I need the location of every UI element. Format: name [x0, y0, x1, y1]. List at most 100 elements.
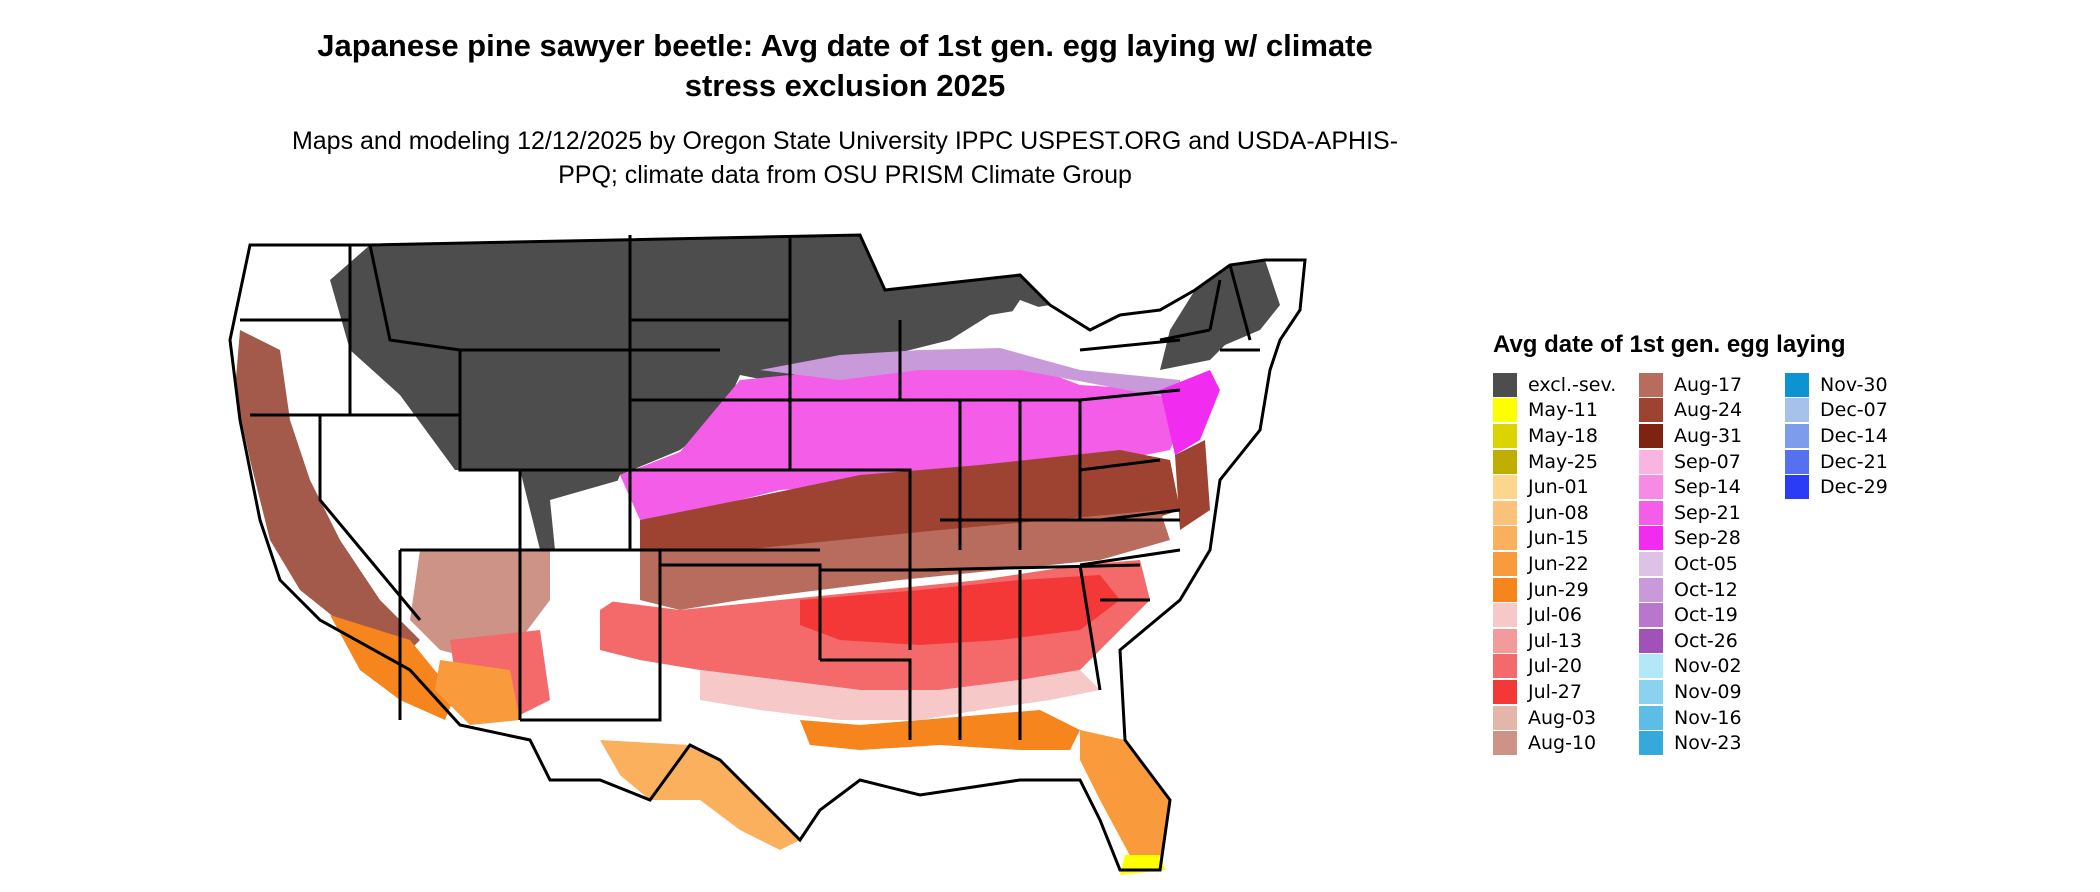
map-title: Japanese pine sawyer beetle: Avg date of… — [317, 28, 1373, 103]
legend-swatch — [1639, 551, 1663, 576]
legend-label: Oct-12 — [1674, 578, 1738, 601]
legend-item: Jul-20 — [1493, 654, 1639, 680]
map-fill-regions — [230, 230, 1305, 875]
legend-label: Nov-16 — [1674, 706, 1742, 729]
legend-item: Aug-10 — [1493, 730, 1639, 756]
border-ut — [400, 413, 522, 552]
legend-label: May-18 — [1528, 424, 1598, 447]
legend-item: Nov-02 — [1639, 654, 1785, 680]
legend-label: Dec-14 — [1820, 424, 1888, 447]
legend-item: Oct-19 — [1639, 602, 1785, 628]
central-lavender-band — [760, 348, 1180, 400]
exclusion-zone-north — [330, 235, 1050, 550]
legend-item: Aug-17 — [1639, 372, 1785, 398]
border-id-mt — [368, 244, 461, 352]
legend-swatch — [1785, 475, 1809, 500]
legend-swatch — [1493, 372, 1517, 397]
legend-item: Jun-22 — [1493, 551, 1639, 577]
legend-swatch — [1493, 679, 1517, 704]
legend-label: Aug-03 — [1528, 706, 1597, 729]
pacific-coast-band — [235, 330, 420, 660]
legend-label: Dec-21 — [1820, 450, 1888, 473]
legend-column: Aug-17 Aug-24 Aug-31 Sep-07 Sep-14 Sep-21 Sep-… — [1639, 372, 1785, 756]
legend-swatch — [1639, 628, 1663, 653]
legend-swatch — [1639, 731, 1663, 756]
border-ne-ks — [630, 235, 820, 552]
legend-swatch — [1493, 449, 1517, 474]
legend-item: Aug-24 — [1639, 398, 1785, 424]
legend-swatch — [1493, 551, 1517, 576]
legend-column: Nov-30 Dec-07 Dec-14 Dec-21 Dec-29 — [1785, 372, 1931, 756]
legend-item: Nov-09 — [1639, 679, 1785, 705]
legend-item: Jun-01 — [1493, 474, 1639, 500]
conus-map — [228, 230, 1307, 875]
legend-item: Dec-07 — [1785, 398, 1931, 424]
border-new-england — [1208, 264, 1260, 352]
border-ca-nv — [318, 415, 422, 621]
border-az-nm — [398, 550, 522, 720]
legend-label: Oct-05 — [1674, 552, 1738, 575]
legend-swatch — [1785, 423, 1809, 448]
legend-label: Sep-14 — [1674, 476, 1741, 499]
legend-swatch — [1639, 654, 1663, 679]
legend-item: Oct-26 — [1639, 628, 1785, 654]
legend-label: Aug-10 — [1528, 732, 1597, 755]
legend-item: Jun-15 — [1493, 526, 1639, 552]
legend-item: Nov-16 — [1639, 705, 1785, 731]
legend-label: Sep-21 — [1674, 501, 1741, 524]
border-al-ga — [958, 564, 1102, 740]
florida-tip-yellow — [1120, 855, 1165, 875]
legend-item: May-11 — [1493, 398, 1639, 424]
mid-lightbrown-band — [640, 510, 1170, 610]
legend-label: Sep-07 — [1674, 450, 1741, 473]
legend-label: excl.-sev. — [1528, 373, 1617, 396]
legend-label: Jun-29 — [1528, 578, 1589, 601]
legend-item: Jul-27 — [1493, 679, 1639, 705]
border-dakotas — [628, 235, 790, 470]
colorado-white — [550, 480, 640, 610]
gulf-coast-orange — [800, 710, 1080, 750]
legend-item: Dec-14 — [1785, 423, 1931, 449]
legend-label: Oct-19 — [1674, 604, 1738, 627]
legend-item: Oct-05 — [1639, 551, 1785, 577]
legend-label: Jun-01 — [1528, 476, 1589, 499]
legend-label: Nov-30 — [1820, 373, 1888, 396]
southwest-brown-region — [410, 550, 550, 660]
legend-swatch — [1493, 628, 1517, 653]
legend-label: Dec-29 — [1820, 476, 1888, 499]
legend-item: Dec-21 — [1785, 449, 1931, 475]
legend-item: excl.-sev. — [1493, 372, 1639, 398]
border-ok — [658, 550, 822, 660]
legend-swatch — [1639, 500, 1663, 525]
legend-swatch — [1493, 705, 1517, 730]
legend-swatch — [1639, 577, 1663, 602]
legend-label: May-25 — [1528, 450, 1598, 473]
border-la-ms — [820, 658, 912, 740]
legend-label: Sep-28 — [1674, 527, 1741, 550]
legend-swatch — [1785, 372, 1809, 397]
south-pink-band — [700, 670, 1100, 720]
legend-item: Dec-29 — [1785, 474, 1931, 500]
legend-columns: excl.-sev. May-11 May-18 May-25 Jun-01 Jun-08… — [1493, 372, 1953, 756]
legend-swatch — [1493, 577, 1517, 602]
legend-item: May-18 — [1493, 423, 1639, 449]
map-subtitle: Maps and modeling 12/12/2025 by Oregon S… — [291, 127, 1399, 189]
legend-item: Nov-23 — [1639, 730, 1785, 756]
legend-item: Aug-03 — [1493, 705, 1639, 731]
legend-swatch — [1639, 449, 1663, 474]
legend-title: Avg date of 1st gen. egg laying — [1493, 331, 1846, 358]
legend-swatch — [1493, 398, 1517, 423]
legend-label: Jul-20 — [1528, 655, 1582, 678]
legend-label: Nov-23 — [1674, 732, 1742, 755]
legend-swatch — [1639, 603, 1663, 628]
legend-item: Sep-14 — [1639, 474, 1785, 500]
legend-swatch — [1639, 372, 1663, 397]
legend-swatch — [1639, 398, 1663, 423]
border-va-wv — [1079, 458, 1181, 522]
legend-item: Jul-13 — [1493, 628, 1639, 654]
legend-label: May-11 — [1528, 399, 1598, 422]
legend-swatch — [1493, 500, 1517, 525]
legend-swatch — [1493, 526, 1517, 551]
border-pa-ny — [1079, 328, 1211, 402]
